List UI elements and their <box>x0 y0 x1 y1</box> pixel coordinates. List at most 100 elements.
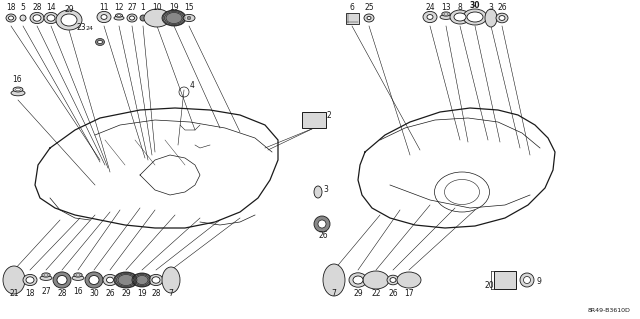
Text: 12: 12 <box>115 4 124 12</box>
Text: 26: 26 <box>388 290 398 299</box>
Text: 22: 22 <box>371 290 381 299</box>
Text: 4: 4 <box>189 80 195 90</box>
Ellipse shape <box>89 276 99 285</box>
Text: 6: 6 <box>349 4 355 12</box>
Text: 7: 7 <box>332 290 337 299</box>
Circle shape <box>21 16 23 18</box>
Text: 24: 24 <box>425 3 435 11</box>
Text: 28: 28 <box>57 290 67 299</box>
Ellipse shape <box>26 277 34 283</box>
Text: 23: 23 <box>76 24 86 33</box>
Text: 9: 9 <box>536 277 541 286</box>
Text: 13: 13 <box>441 3 451 11</box>
Circle shape <box>140 15 146 21</box>
Text: 28: 28 <box>32 4 42 12</box>
Ellipse shape <box>144 9 170 27</box>
Text: 29: 29 <box>353 290 363 299</box>
Ellipse shape <box>3 266 25 294</box>
Text: 26: 26 <box>105 290 115 299</box>
Ellipse shape <box>162 267 180 293</box>
Ellipse shape <box>53 272 71 288</box>
Circle shape <box>20 15 26 21</box>
Text: 30: 30 <box>470 2 480 11</box>
Text: 20: 20 <box>484 280 494 290</box>
Ellipse shape <box>40 276 52 280</box>
Text: 5: 5 <box>20 4 26 12</box>
Ellipse shape <box>106 277 113 283</box>
Text: 29: 29 <box>121 290 131 299</box>
Ellipse shape <box>57 276 67 285</box>
Text: 7: 7 <box>168 290 173 299</box>
Ellipse shape <box>61 14 77 26</box>
Text: 15: 15 <box>184 4 194 12</box>
Text: 18: 18 <box>6 4 16 12</box>
Ellipse shape <box>33 15 41 21</box>
Text: 19: 19 <box>137 290 147 299</box>
Ellipse shape <box>44 12 58 24</box>
Ellipse shape <box>42 273 50 277</box>
Ellipse shape <box>363 271 389 289</box>
Ellipse shape <box>454 13 466 21</box>
Ellipse shape <box>6 14 16 22</box>
Ellipse shape <box>129 16 134 20</box>
Ellipse shape <box>367 16 371 19</box>
Ellipse shape <box>450 10 470 24</box>
Ellipse shape <box>76 274 80 276</box>
Ellipse shape <box>314 186 322 198</box>
Ellipse shape <box>13 87 23 92</box>
Text: 16: 16 <box>12 75 22 84</box>
Text: 19: 19 <box>169 4 179 12</box>
Bar <box>494 271 516 289</box>
Bar <box>346 12 358 24</box>
Text: 2: 2 <box>326 112 332 121</box>
Ellipse shape <box>442 12 450 16</box>
Ellipse shape <box>97 11 111 23</box>
Text: 10: 10 <box>152 4 162 12</box>
Text: 11: 11 <box>99 3 109 11</box>
Ellipse shape <box>496 13 508 23</box>
Ellipse shape <box>11 90 25 96</box>
Ellipse shape <box>387 275 399 285</box>
Ellipse shape <box>114 16 124 20</box>
Text: 29: 29 <box>64 5 74 14</box>
Circle shape <box>318 220 326 228</box>
Text: 14: 14 <box>46 4 56 12</box>
Ellipse shape <box>364 14 374 22</box>
Text: 26: 26 <box>318 232 328 241</box>
Ellipse shape <box>390 278 396 282</box>
Ellipse shape <box>30 12 44 24</box>
Ellipse shape <box>23 274 37 286</box>
Ellipse shape <box>397 272 421 288</box>
Ellipse shape <box>467 12 483 22</box>
Circle shape <box>520 273 534 287</box>
Ellipse shape <box>74 273 82 277</box>
Circle shape <box>314 216 330 232</box>
Ellipse shape <box>440 15 452 19</box>
Ellipse shape <box>8 16 13 20</box>
Text: 26: 26 <box>497 4 507 12</box>
Text: 30: 30 <box>89 290 99 299</box>
Ellipse shape <box>85 272 103 288</box>
Ellipse shape <box>427 15 433 19</box>
Ellipse shape <box>47 15 55 21</box>
Ellipse shape <box>15 88 20 91</box>
Text: 24: 24 <box>85 26 93 32</box>
Ellipse shape <box>103 274 117 286</box>
Text: 8: 8 <box>458 3 462 11</box>
Ellipse shape <box>463 9 487 25</box>
Text: 25: 25 <box>364 4 374 12</box>
Circle shape <box>524 277 531 284</box>
Ellipse shape <box>72 276 84 280</box>
Ellipse shape <box>162 10 186 26</box>
Text: 21: 21 <box>9 290 19 299</box>
Ellipse shape <box>117 15 121 16</box>
Ellipse shape <box>353 276 363 284</box>
Ellipse shape <box>115 14 122 17</box>
Ellipse shape <box>349 273 367 287</box>
Ellipse shape <box>485 9 497 27</box>
Bar <box>302 112 326 128</box>
Text: 17: 17 <box>404 290 414 299</box>
Ellipse shape <box>423 11 437 23</box>
Ellipse shape <box>149 274 163 286</box>
Ellipse shape <box>95 39 104 46</box>
